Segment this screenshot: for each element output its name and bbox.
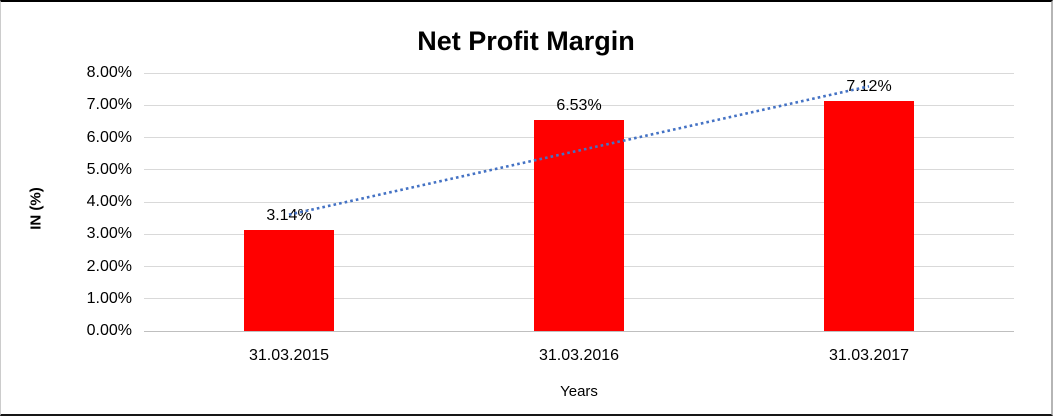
y-tick-label: 2.00% <box>86 257 132 275</box>
bar <box>824 101 914 331</box>
bar <box>244 229 334 331</box>
chart-title: Net Profit Margin <box>417 26 635 56</box>
x-tick-label: 31.03.2015 <box>248 347 330 364</box>
y-tick-label: 1.00% <box>86 289 132 307</box>
bar <box>534 120 624 331</box>
trendline <box>288 85 870 216</box>
y-tick-label: 0.00% <box>86 322 132 339</box>
y-tick-label: 3.00% <box>86 225 132 243</box>
x-axis-line <box>144 330 1014 332</box>
y-axis-tick-labels: 0.00% 1.00% 2.00% 3.00% 4.00% 5.00% 6.00% 7.00%… <box>1 2 132 414</box>
x-tick-label: 31.03.2017 <box>828 347 910 364</box>
x-tick-label: 31.03.2016 <box>538 347 620 364</box>
y-tick-label: 4.00% <box>86 193 132 210</box>
y-tick-label: 5.00% <box>86 160 132 178</box>
y-tick-label: 7.00% <box>86 96 132 114</box>
gridline <box>144 72 1014 74</box>
data-label: 6.53% <box>556 97 602 115</box>
y-tick-label: 8.00% <box>86 64 132 81</box>
gridline <box>144 104 1014 106</box>
plot-area: 3.14% 31.03.2015 6.53% 31.03.2016 7.12% 31.03… <box>144 72 1014 364</box>
x-axis-title: Years <box>560 383 598 400</box>
y-tick-label: 6.00% <box>86 128 132 146</box>
